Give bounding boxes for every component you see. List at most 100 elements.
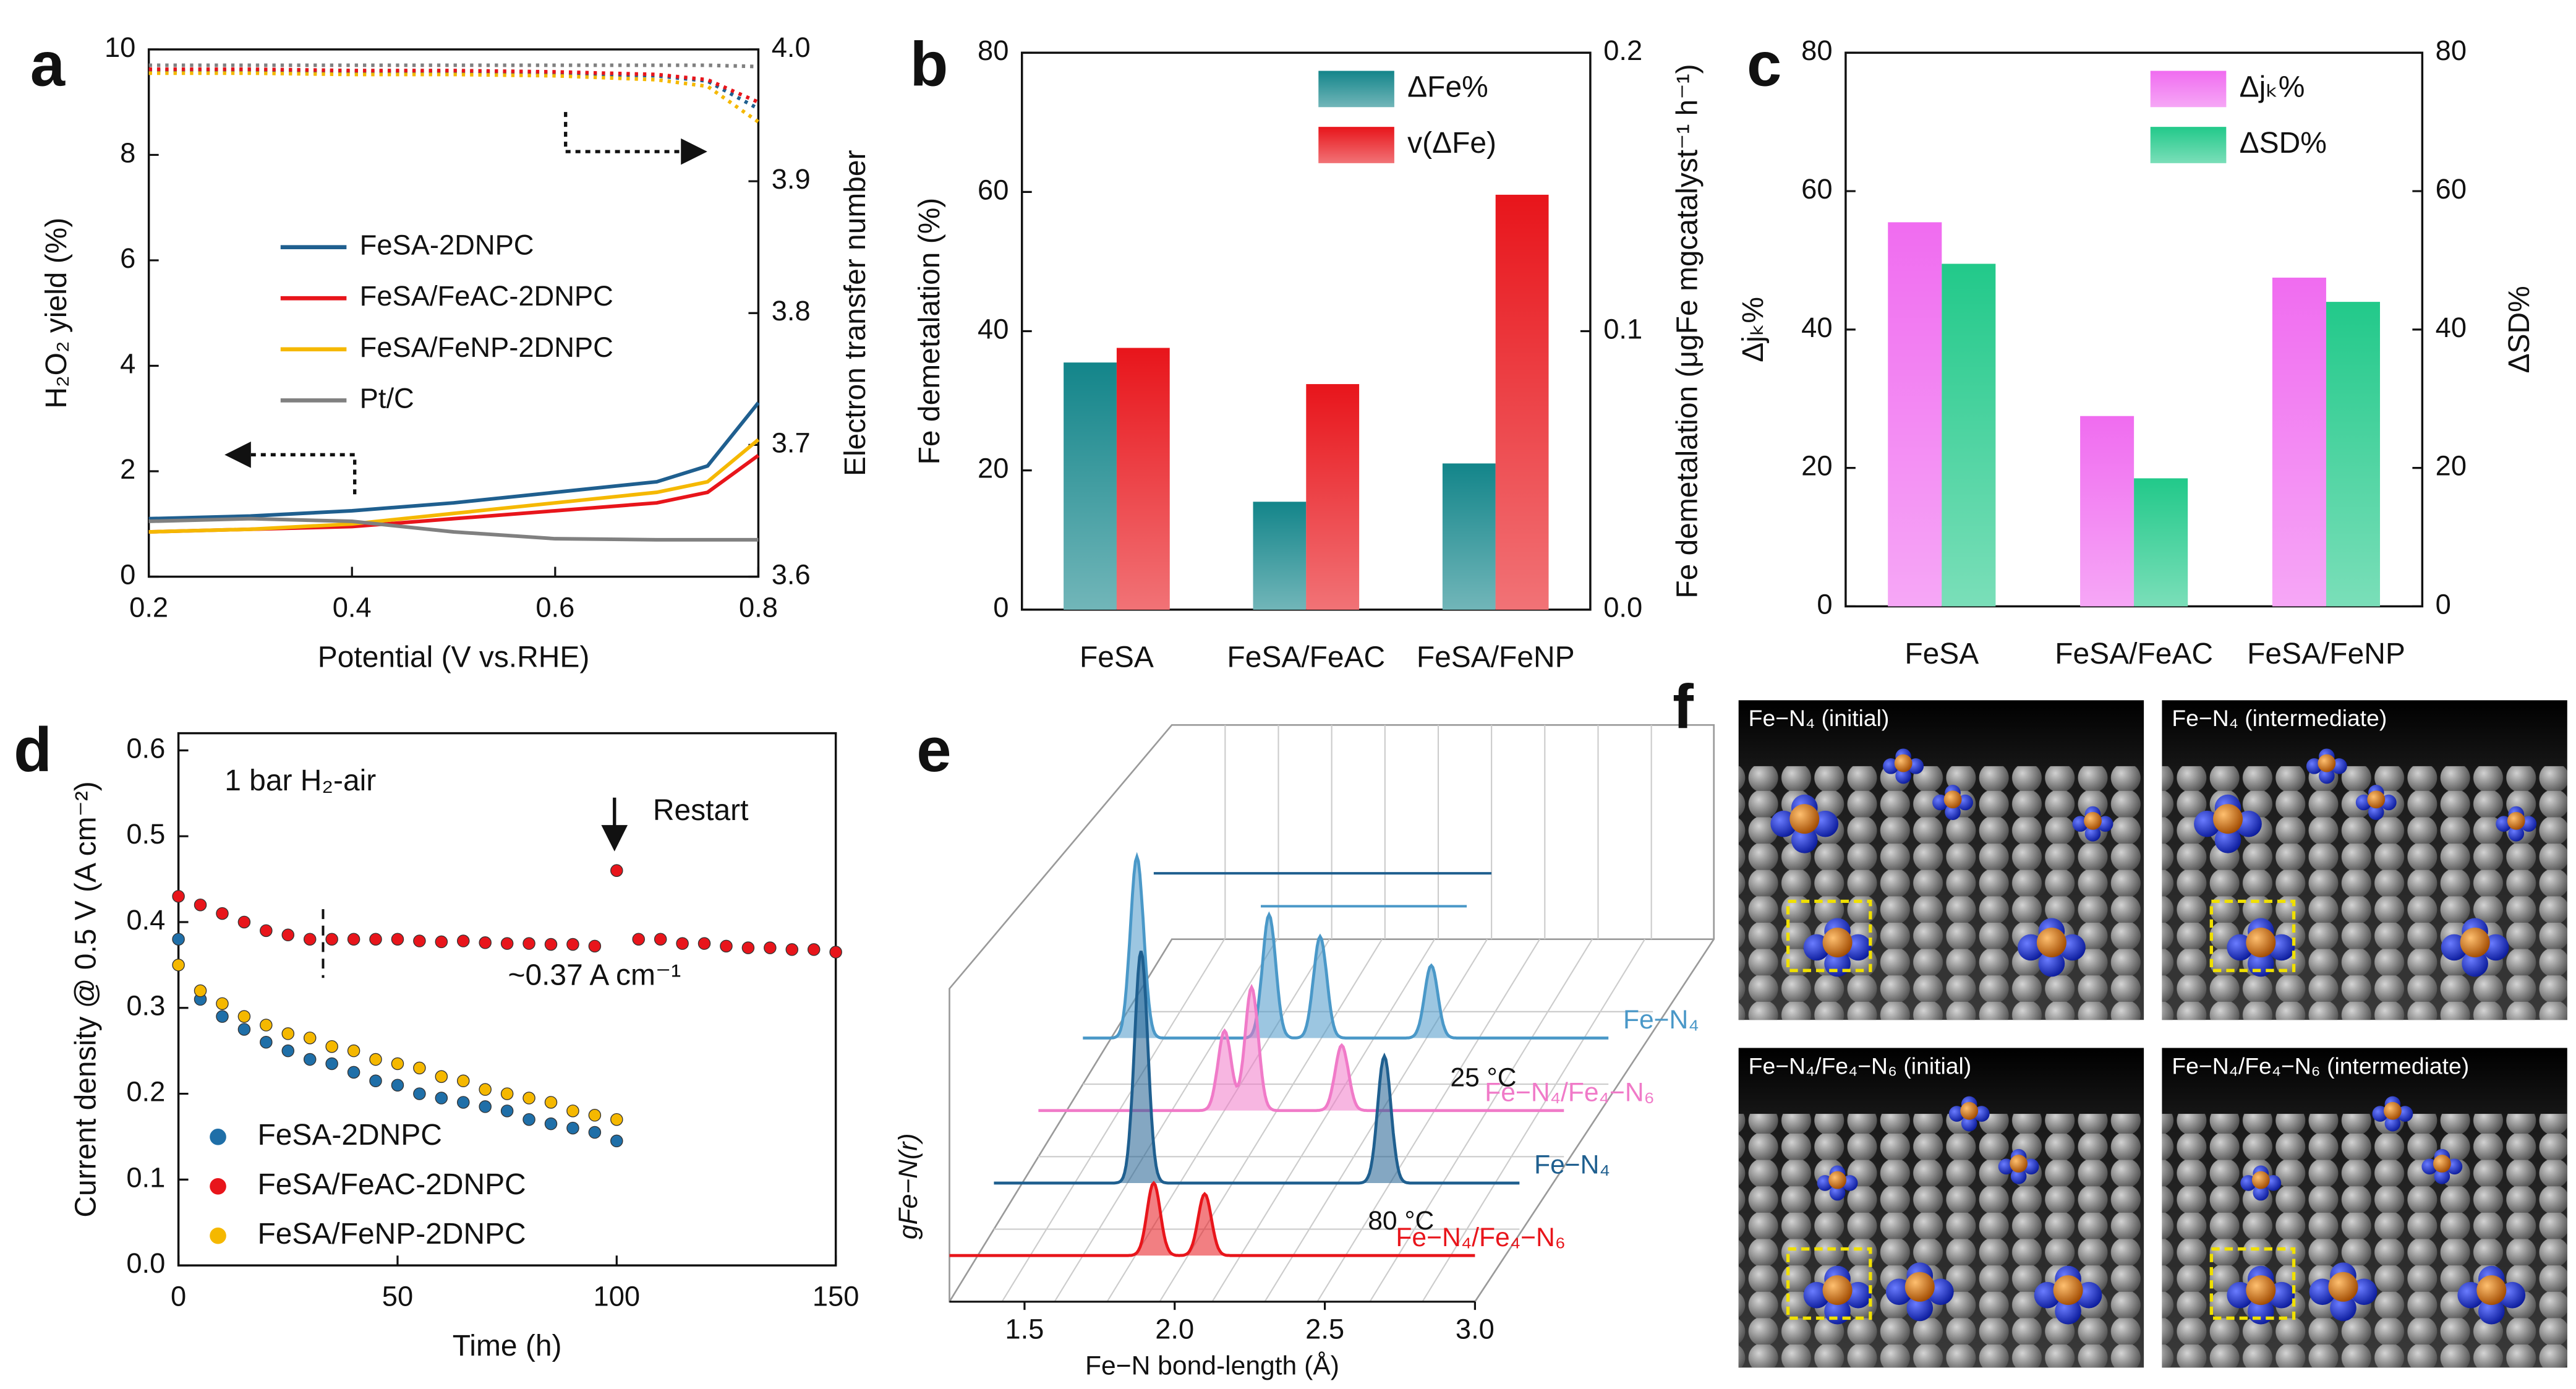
x-tick-label: 0 [171,1280,186,1312]
line [148,438,760,534]
point [544,938,558,951]
legend-label: Δjₖ% [2240,71,2305,104]
fe-atom [2251,1171,2270,1189]
arrow [224,442,357,495]
point [435,935,448,949]
y-tick-label: 20 [978,453,1009,484]
n-atom [2010,1168,2027,1184]
point [544,1117,558,1130]
x-axis-label: Fe−N bond-length (Å) [1085,1351,1339,1381]
y-tick-label: 0.3 [126,990,165,1022]
point [391,1057,404,1071]
legend-label: FeSA/FeAC-2DNPC [360,280,613,312]
point [325,1040,338,1053]
legend-label: ΔSD% [2240,127,2327,160]
panel-letter: d [14,715,52,785]
annotation: 80 °C [1368,1206,1434,1236]
fe-atom [2433,1155,2451,1173]
n-atom [1829,1184,1846,1201]
wall-grid [1001,939,1226,1302]
n-atom [2038,950,2065,977]
y-tick-label: 0.0 [126,1247,165,1279]
x-tick-label: 0.6 [535,592,574,623]
n-atom [1791,826,1818,853]
ridge-line [1083,852,1609,1040]
tile-label: Fe−N₄ (initial) [1749,705,1890,731]
y-tick-label: 0 [993,592,1009,623]
bar-shade [1253,502,1307,610]
bar-shade [1495,194,1549,610]
y-tick-label: 10 [104,32,135,63]
bar-shade [1942,263,1996,607]
trace-label: Fe−N₄/Fe₄−N₆ [1485,1077,1655,1107]
point [456,934,470,947]
bar-shade [1116,348,1170,610]
y-tick-label: 0.5 [126,818,165,850]
fe-atom [1822,927,1853,957]
n-atom [2055,1297,2081,1325]
fe-atom [2036,927,2066,957]
fe-atom [2246,927,2276,957]
bar-shade [1064,362,1117,610]
ridge-fill [994,951,1520,1183]
x-tick-label: FeSA [1080,641,1154,673]
point [610,1134,623,1148]
panel-letter: f [1673,672,1694,742]
y2-tick-label: 80 [2436,35,2467,66]
dotted-line [148,71,760,124]
y2-tick-label: 60 [2436,173,2467,205]
x-tick-label: 2.5 [1305,1314,1344,1345]
fe-atom [2476,1275,2507,1306]
x-tick-label: 0.8 [739,592,778,623]
point [764,941,777,954]
point [172,933,185,946]
n-atom [2462,950,2488,977]
panel-letter: a [30,30,66,100]
y-tick-label: 20 [1801,450,1832,482]
bar-shade [1442,463,1496,610]
y2-tick-label: 0.2 [1603,35,1642,66]
x-tick-label: 2.0 [1155,1314,1194,1345]
y-tick-label: 40 [1801,312,1832,343]
n-atom [2508,826,2525,842]
point [194,898,207,912]
y2-tick-label: 0 [2436,588,2451,620]
x-tick-label: 0.2 [129,592,168,623]
n-atom [2368,804,2384,820]
x-tick-label: 0.4 [333,592,372,623]
y-tick-label: 4 [120,348,135,379]
point [172,890,185,903]
point [435,1070,448,1083]
y-axis-label: H₂O₂ yield (%) [40,218,73,409]
highlight-box [1786,1247,1872,1320]
point [260,1036,273,1049]
x-tick-label: FeSA/FeNP [1417,641,1575,673]
fe-atom [2367,790,2386,809]
fe-atom [2318,754,2336,772]
y-tick-label: 8 [120,137,135,168]
x-axis-label: Potential (V vs.RHE) [318,641,590,673]
point [522,1092,535,1105]
legend-shade [2150,71,2227,108]
point [610,864,623,877]
point [303,933,317,946]
y-axis-label: Current density @ 0.5 V (A cm⁻²) [70,781,103,1217]
y-tick-label: 0.2 [126,1076,165,1108]
point [500,1105,514,1118]
y2-tick-label: 20 [2436,450,2467,482]
legend-label: FeSA/FeNP-2DNPC [360,331,613,363]
ridge-line [949,1181,1475,1257]
point [479,1100,492,1113]
point [456,1074,470,1088]
point [588,1126,602,1139]
arrow [564,112,707,165]
point [216,907,229,920]
fe-atom [1960,1101,1979,1120]
legend-swatch [210,1177,226,1195]
wall-grid [1316,939,1541,1302]
point [566,938,579,951]
point [216,997,229,1011]
bar-shade [2080,416,2135,607]
